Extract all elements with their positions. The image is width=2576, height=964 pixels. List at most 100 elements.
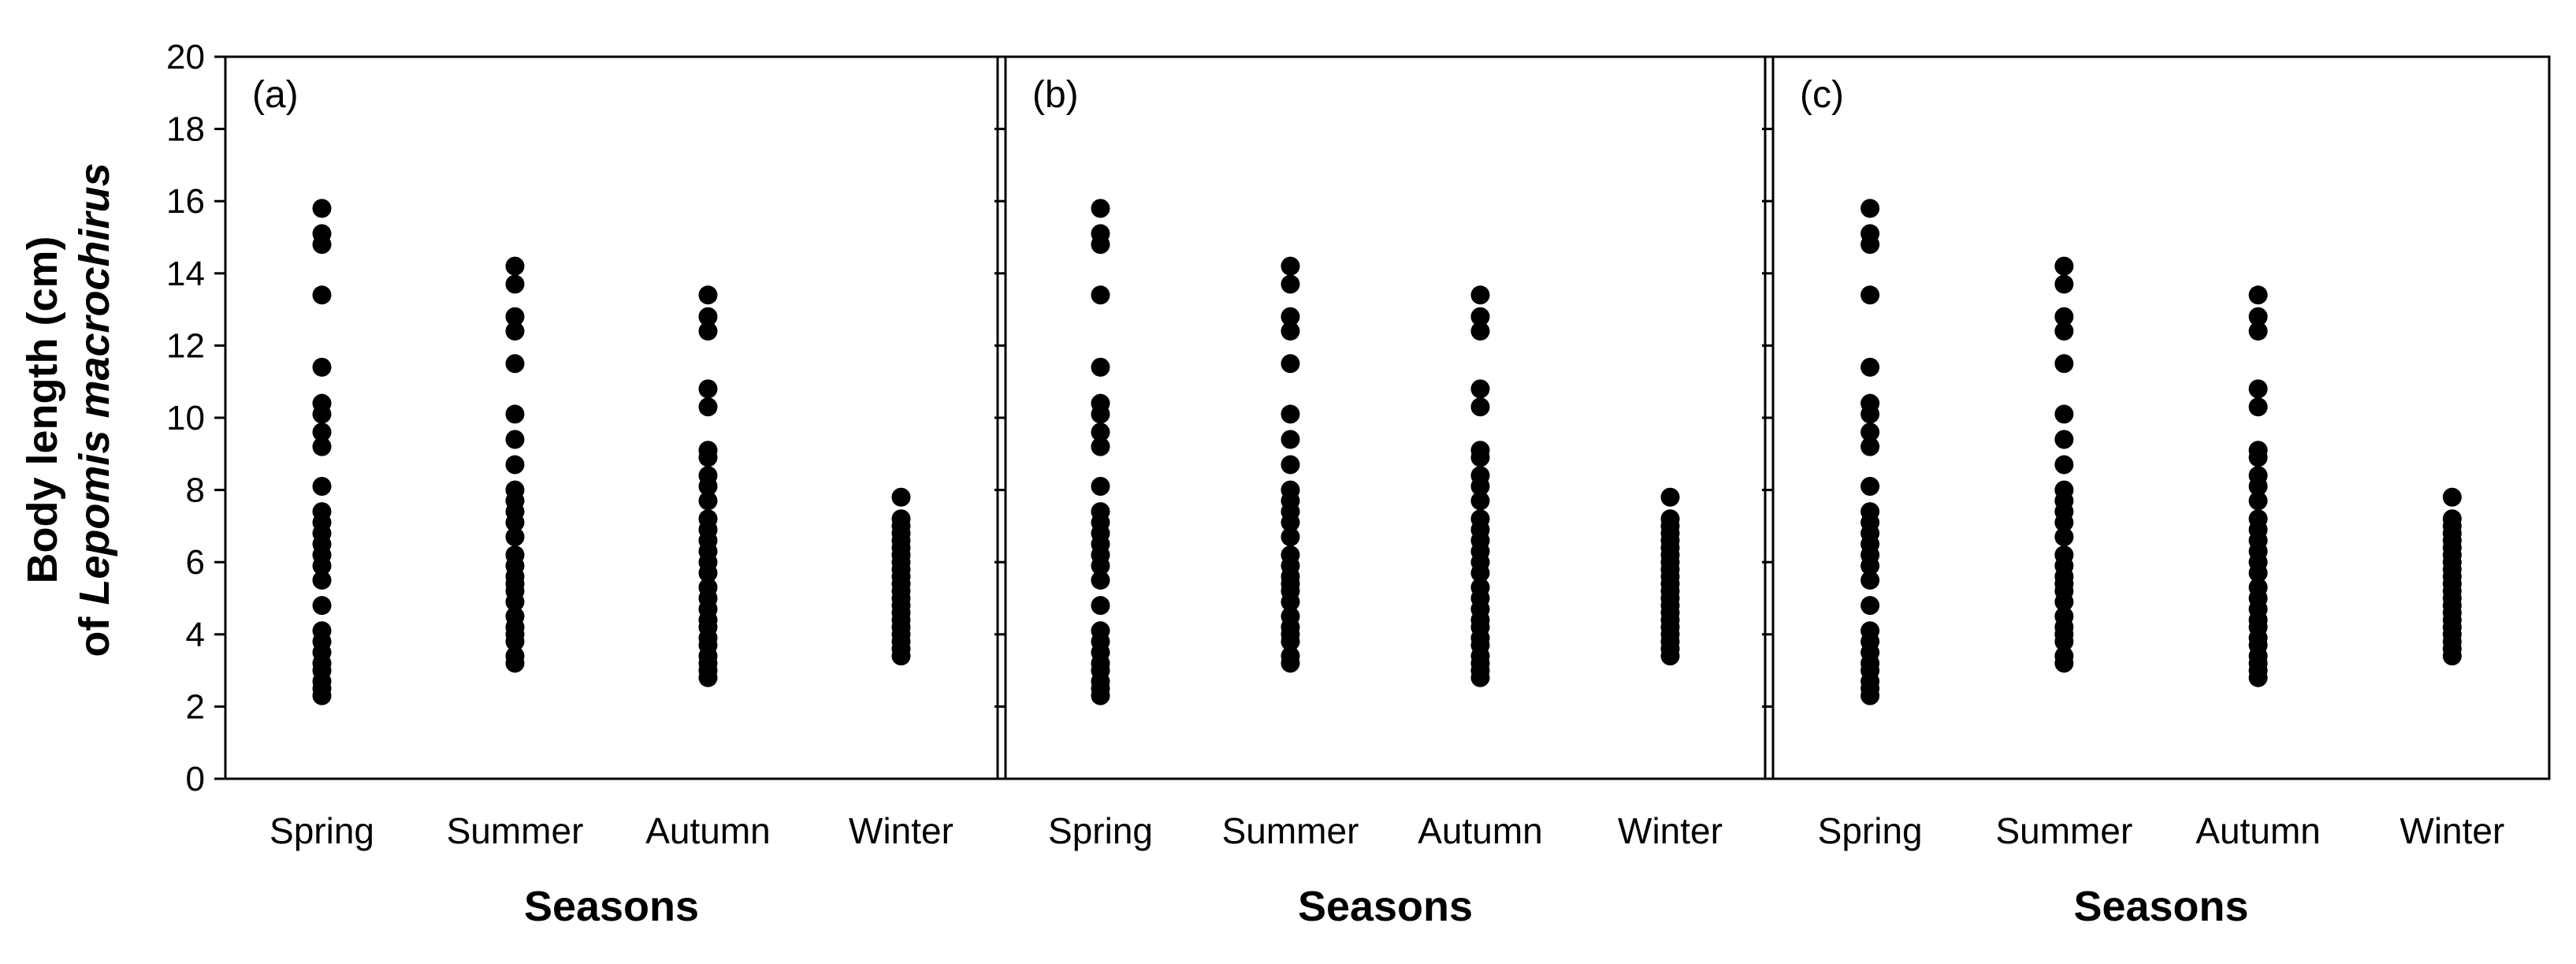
data-point-summer (1281, 307, 1300, 326)
data-point-spring (312, 422, 332, 442)
data-point-summer (1281, 322, 1300, 341)
data-point-spring (1860, 404, 1880, 424)
data-point-autumn (1470, 448, 1490, 467)
data-point-summer (2054, 354, 2074, 374)
data-point-summer (1281, 512, 1300, 532)
data-point-spring (312, 357, 332, 377)
data-point-summer (505, 592, 525, 612)
data-point-autumn (2248, 448, 2268, 467)
x-axis-title: Seasons (2073, 883, 2248, 930)
data-point-summer (505, 274, 525, 294)
x-category-label: Summer (447, 810, 584, 851)
data-point-autumn (1470, 397, 1490, 417)
data-point-autumn (1470, 563, 1490, 582)
data-point-spring (1860, 477, 1880, 497)
x-axis-title: Seasons (1298, 883, 1473, 930)
data-point-autumn (1470, 379, 1490, 399)
panel-1: 0 2 4 6 8 10 12 14 16 18 20 Spring Summer Autumn Winte… (166, 38, 999, 930)
data-point-spring (1860, 357, 1880, 377)
data-point-winter (891, 487, 911, 507)
data-point-autumn (1470, 322, 1490, 341)
data-point-summer (505, 404, 525, 424)
data-point-summer (1281, 592, 1300, 612)
data-point-spring (1860, 199, 1880, 218)
data-point-winter (1660, 646, 1680, 666)
data-point-summer (2054, 404, 2074, 424)
data-point-winter (891, 646, 911, 666)
y-tick-label: 14 (166, 255, 205, 293)
x-category-label: Winter (849, 810, 953, 851)
data-point-spring (1091, 285, 1110, 305)
data-point-spring (1860, 596, 1880, 616)
data-point-summer (2054, 592, 2074, 612)
y-axis-title-prefix: of (71, 605, 118, 657)
panel-frame (1771, 55, 2551, 780)
data-point-spring (312, 477, 332, 497)
data-point-spring (1860, 556, 1880, 575)
panels: 0 2 4 6 8 10 12 14 16 18 20 Spring Summer Autumn Winte… (166, 38, 2551, 930)
data-point-summer (1281, 354, 1300, 374)
data-point-spring (1091, 437, 1110, 456)
data-point-spring (1091, 199, 1110, 218)
data-point-autumn (698, 322, 718, 341)
data-point-autumn (2248, 307, 2268, 326)
data-point-spring (1860, 235, 1880, 255)
y-axis-title-line2: of Lepomis macrochirus (71, 162, 118, 657)
data-point-spring (312, 556, 332, 575)
data-point-spring (1860, 437, 1880, 456)
x-category-label: Autumn (645, 810, 771, 851)
x-category-label: Autumn (2195, 810, 2321, 851)
y-axis-title-line1: Body length (cm) (19, 236, 66, 584)
data-point-spring (1091, 357, 1110, 377)
data-point-summer (2054, 256, 2074, 276)
data-point-autumn (698, 668, 718, 687)
panel-label: (b) (1032, 74, 1079, 116)
data-point-spring (1091, 571, 1110, 590)
data-point-autumn (698, 491, 718, 511)
y-tick-label: 18 (166, 110, 205, 149)
data-point-summer (505, 512, 525, 532)
data-point-autumn (2248, 477, 2268, 497)
data-point-spring (1860, 422, 1880, 442)
data-point-summer (1281, 404, 1300, 424)
data-point-autumn (698, 307, 718, 326)
data-point-summer (2054, 307, 2074, 326)
y-axis-title-species: Lepomis macrochirus (71, 162, 118, 605)
data-point-summer (2054, 653, 2074, 673)
y-tick-label: 10 (166, 399, 205, 437)
data-point-autumn (2248, 563, 2268, 582)
x-category-label: Spring (1048, 810, 1153, 851)
data-point-spring (312, 571, 332, 590)
data-point-spring (1091, 556, 1110, 575)
y-tick-label: 6 (186, 543, 205, 582)
x-category-label: Winter (2399, 810, 2504, 851)
data-point-summer (1281, 274, 1300, 294)
data-point-autumn (1470, 285, 1490, 305)
data-point-spring (312, 285, 332, 305)
data-point-summer (505, 631, 525, 651)
y-tick-label: 2 (186, 687, 205, 726)
x-category-label: Spring (269, 810, 374, 851)
data-point-spring (1091, 422, 1110, 442)
data-point-summer (505, 256, 525, 276)
data-point-spring (1860, 686, 1880, 705)
y-tick-label: 4 (186, 616, 205, 654)
data-point-summer (1281, 256, 1300, 276)
panel-frame (224, 55, 999, 780)
data-point-autumn (698, 448, 718, 467)
data-point-autumn (698, 397, 718, 417)
data-point-summer (1281, 430, 1300, 449)
y-axis-title: Body length (cm) of Lepomis macrochirus (19, 162, 118, 657)
data-point-summer (505, 430, 525, 449)
data-point-autumn (2248, 322, 2268, 341)
data-point-spring (312, 404, 332, 424)
data-point-summer (505, 653, 525, 673)
y-tick-label: 0 (186, 760, 205, 798)
data-point-spring (1091, 686, 1110, 705)
data-point-autumn (1470, 491, 1490, 511)
data-point-spring (312, 596, 332, 616)
data-point-summer (2054, 631, 2074, 651)
panel-2: Spring Summer Autumn Winter (b) Seasons (994, 55, 1767, 930)
x-category-label: Winter (1618, 810, 1723, 851)
